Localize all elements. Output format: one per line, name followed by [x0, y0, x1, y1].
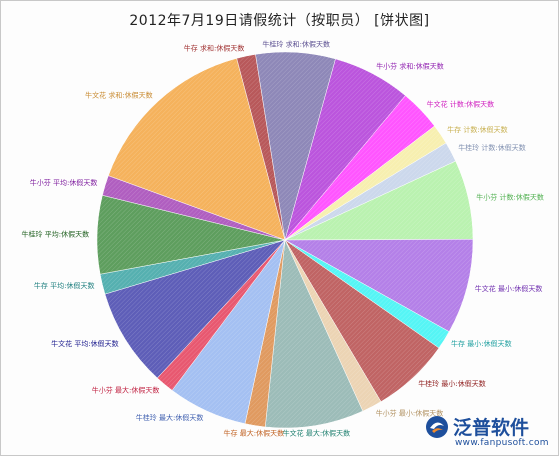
pie-slice-texture: [100, 240, 285, 295]
pie-slice-label: 牛存 求和:休假天数: [184, 43, 245, 52]
pie-slice-label: 牛桂玲 最小:休假天数: [418, 379, 486, 388]
pie-slice-texture: [285, 240, 439, 402]
pie-slice-texture: [157, 240, 285, 391]
pie-slice-texture: [96, 195, 285, 275]
pie-slice-texture: [102, 175, 285, 240]
pie-slice-label: 牛桂玲 计数:休假天数: [458, 143, 526, 152]
pie-slice-label: 牛文花 计数:休假天数: [427, 100, 495, 109]
pie-slice-texture: [285, 58, 406, 240]
pie-slice-label: 牛存 最小:休假天数: [451, 339, 512, 348]
pie-texture: [96, 52, 474, 429]
pie-slice-label: 牛文花 最小:休假天数: [475, 284, 543, 293]
pie-slice-label: 牛文花 求和:休假天数: [85, 90, 153, 99]
pie-slice-label: 牛小芬 最小:休假天数: [376, 409, 444, 418]
pie-slice-label: 牛小芬 计数:休假天数: [476, 193, 544, 202]
pie-slice-texture: [285, 143, 456, 240]
pie-slice-texture: [236, 54, 285, 240]
pie-slice-texture: [285, 240, 450, 348]
pie-slice-texture: [172, 240, 285, 424]
pie-slice-label: 牛文花 最大:休假天数: [283, 429, 351, 438]
pie-slice-label: 牛桂玲 求和:休假天数: [262, 39, 330, 48]
pie-slice-label: 牛桂玲 最大:休假天数: [136, 413, 204, 422]
pie-slice-texture: [265, 240, 363, 429]
pie-slice-texture: [285, 95, 435, 240]
pie-slice-label: 牛存 最大:休假天数: [224, 429, 285, 438]
pie-slice-label: 牛文花 平均:休假天数: [51, 339, 119, 348]
brand-logo: 泛普软件 www.fanpusoft.com: [425, 412, 553, 452]
pie-slice-label: 牛小芬 求和:休假天数: [376, 62, 444, 71]
pie-slice-texture: [255, 52, 336, 241]
pie-slice-texture: [104, 240, 286, 378]
pie-slice-label: 牛小芬 最大:休假天数: [92, 386, 160, 395]
pie-slice-label: 牛存 计数:休假天数: [447, 125, 508, 134]
pie-slice-texture: [245, 240, 285, 427]
pie-slice-texture: [285, 240, 381, 412]
pie-slice-label: 牛小芬 平均:休假天数: [30, 178, 98, 187]
pie-slice-texture: [285, 161, 473, 240]
brand-name: 泛普软件: [453, 417, 530, 439]
pie-slice-label: 牛桂玲 平均:休假天数: [22, 229, 90, 238]
pie-slice-texture: [285, 239, 474, 332]
brand-logo-icon: [426, 416, 448, 438]
pie-slice-label: 牛存 平均:休假天数: [34, 281, 95, 290]
pie-slice-texture: [285, 126, 447, 240]
chart-title: 2012年7月19日请假统计（按职员） [饼状图]: [129, 13, 430, 29]
pie-slice-texture: [108, 58, 285, 240]
brand-url: www.fanpusoft.com: [455, 438, 549, 448]
